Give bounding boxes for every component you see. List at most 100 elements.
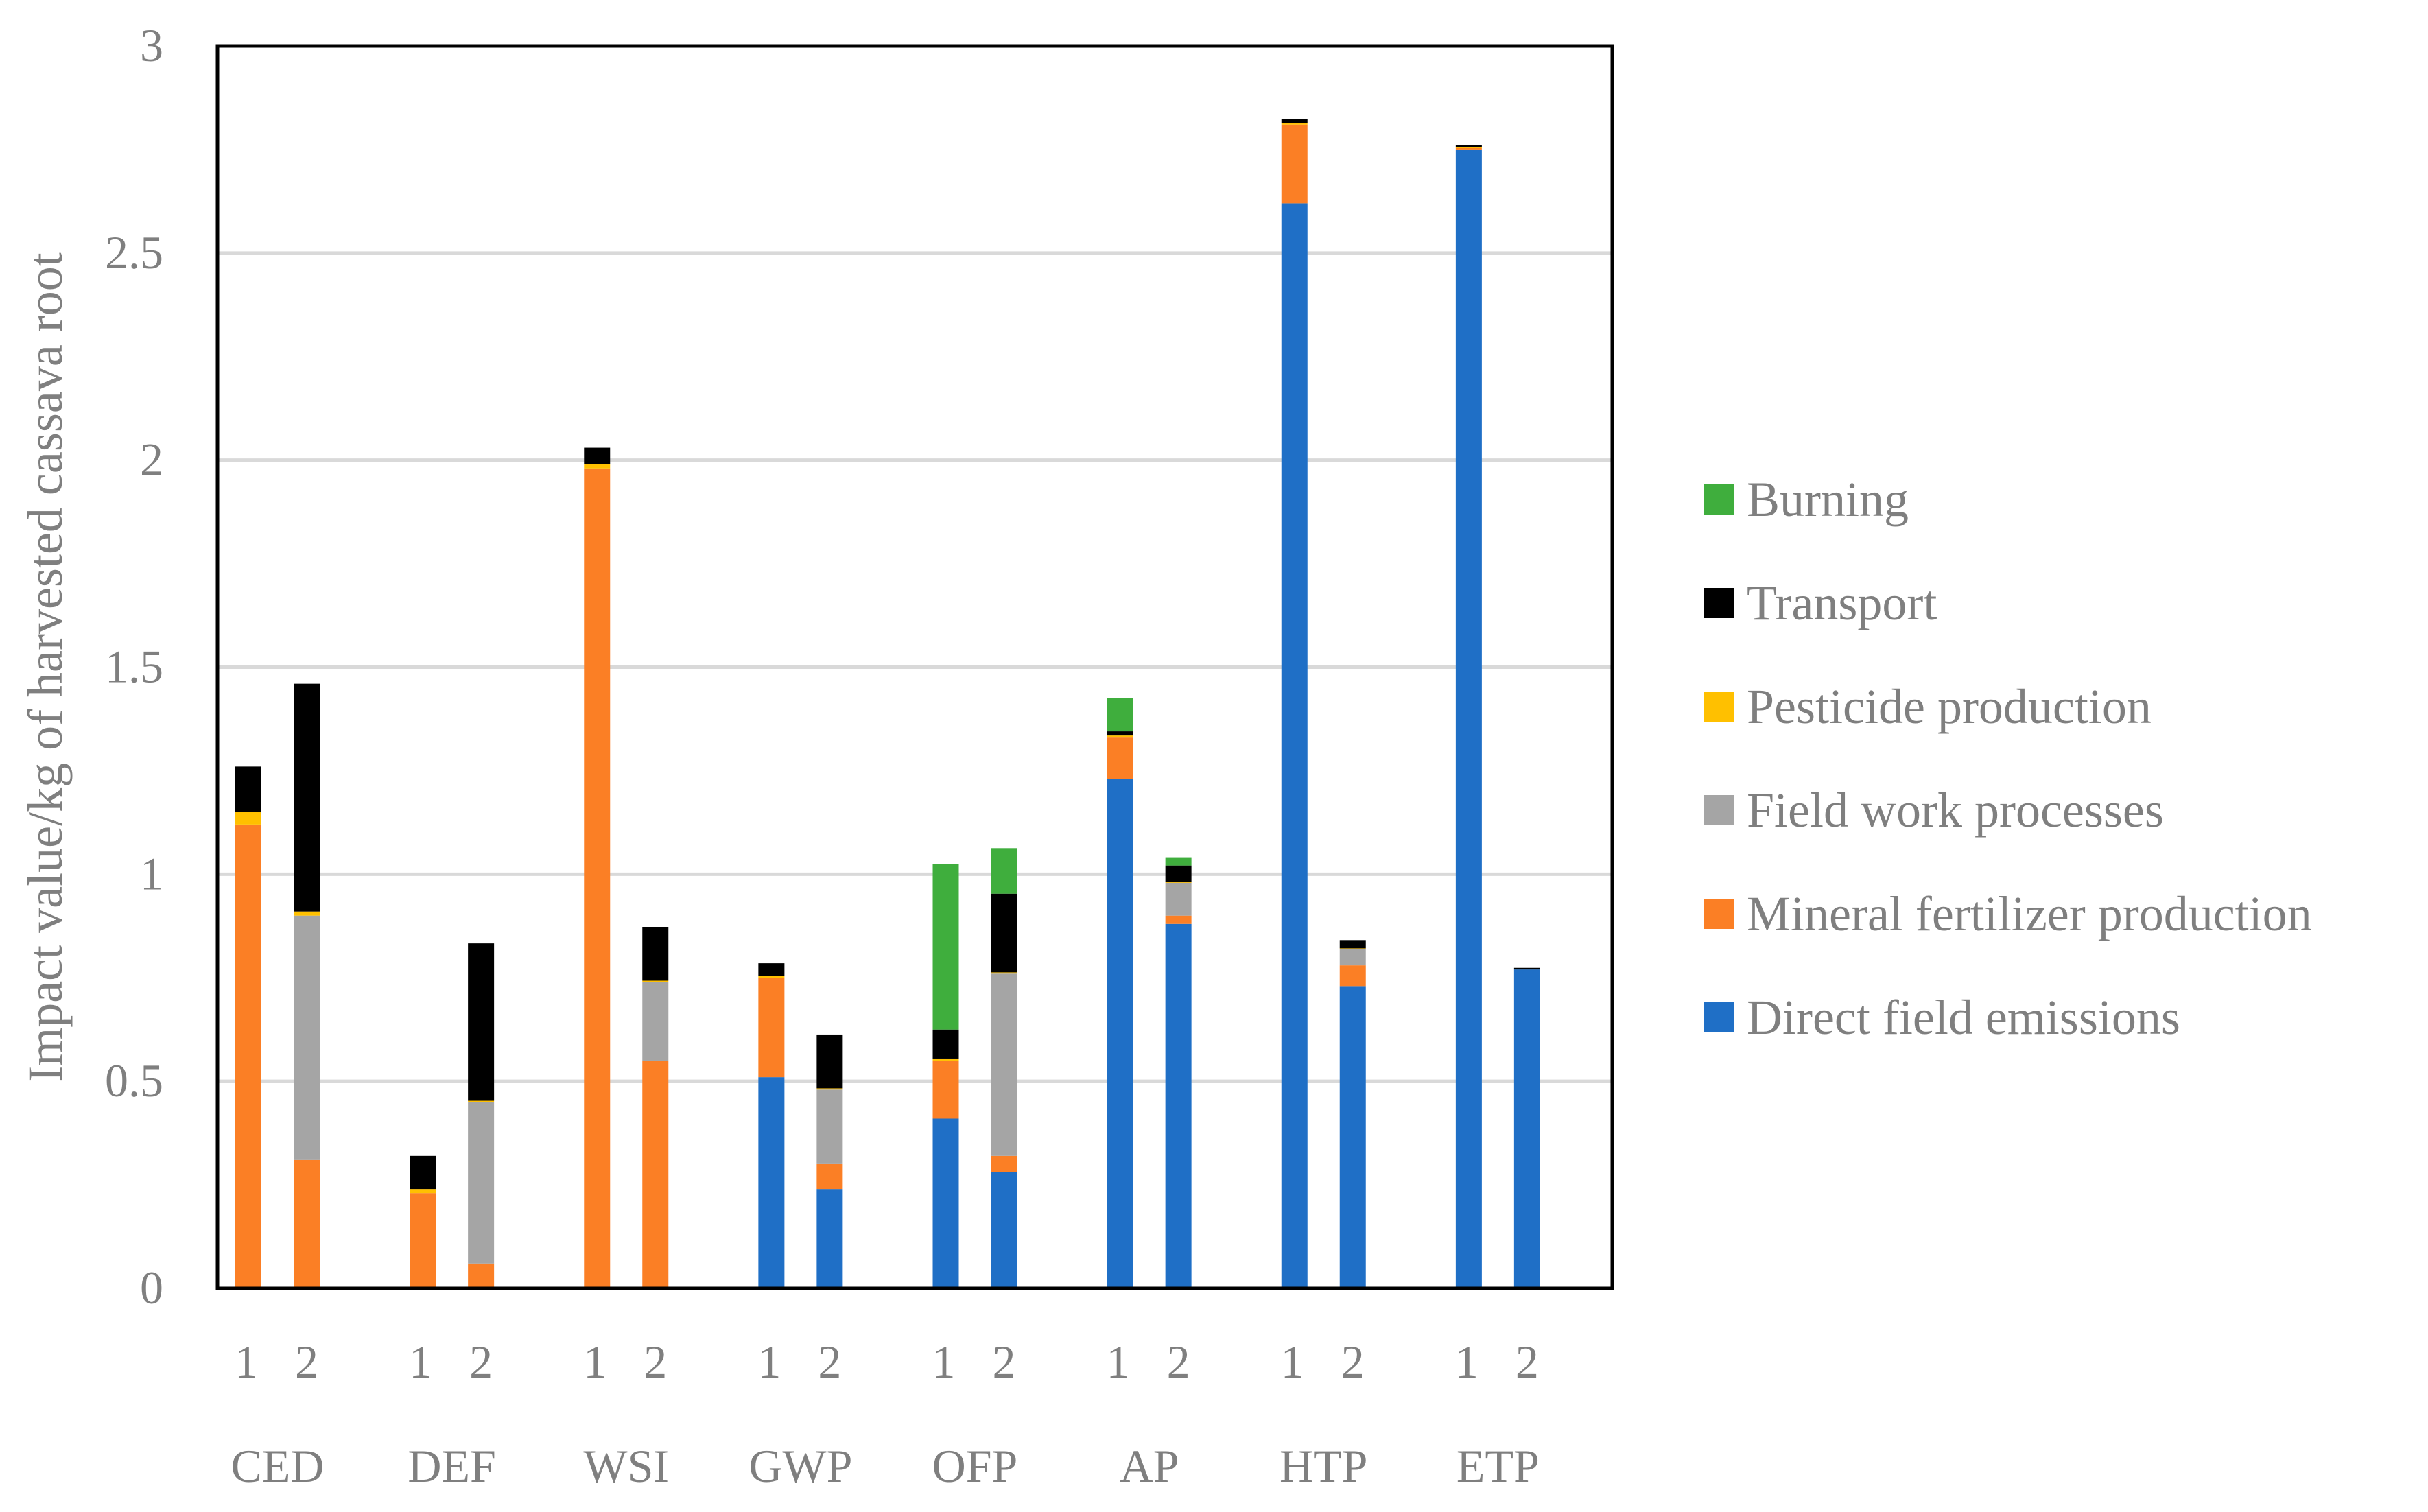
legend-label: Burning <box>1747 472 1909 527</box>
bar-segment-mineral-fertilizer-production <box>1107 737 1133 779</box>
bar-segment-mineral-fertilizer-production <box>1165 915 1192 924</box>
bar-segment-pesticide-production <box>235 812 261 825</box>
bar-segment-transport <box>816 1034 843 1089</box>
bar-segment-pesticide-production <box>1165 882 1192 883</box>
bar-segment-mineral-fertilizer-production <box>758 978 785 1078</box>
x-sub-label: 2 <box>1516 1336 1539 1388</box>
bar-segment-direct-field-emissions <box>816 1189 843 1288</box>
x-group-label: AP <box>1120 1440 1179 1492</box>
x-group-label: WSI <box>583 1440 669 1492</box>
bar-segment-direct-field-emissions <box>991 1172 1017 1288</box>
x-sub-label: 1 <box>1107 1336 1130 1388</box>
x-sub-label: 2 <box>644 1336 667 1388</box>
bar-segment-transport <box>1339 940 1366 949</box>
bar-segment-mineral-fertilizer-production <box>235 824 261 1288</box>
bar-segment-field-work-processes <box>468 1102 495 1264</box>
legend-swatch <box>1704 692 1734 722</box>
bars <box>235 119 1540 1289</box>
bar-segment-transport <box>991 893 1017 973</box>
legend-swatch <box>1704 795 1734 825</box>
bar-segment-mineral-fertilizer-production <box>410 1193 436 1288</box>
bar-segment-direct-field-emissions <box>758 1077 785 1288</box>
bar-segment-mineral-fertilizer-production <box>932 1060 959 1119</box>
x-group-label: DEF <box>408 1440 495 1492</box>
y-tick-label: 0.5 <box>105 1054 163 1107</box>
legend-label: Direct field emissions <box>1747 990 2180 1045</box>
bar-segment-transport <box>584 447 611 464</box>
bar-segment-mineral-fertilizer-production <box>816 1163 843 1190</box>
bar-segment-mineral-fertilizer-production <box>1281 124 1308 204</box>
bar-segment-pesticide-production <box>1281 123 1308 125</box>
y-tick-label: 0 <box>140 1262 163 1314</box>
bar-segment-direct-field-emissions <box>1165 923 1192 1288</box>
bar-segment-transport <box>1107 731 1133 736</box>
bar-segment-pesticide-production <box>294 911 320 916</box>
y-tick-label: 3 <box>140 19 163 71</box>
x-sub-label: 2 <box>1341 1336 1365 1388</box>
bar-segment-transport <box>1513 967 1540 970</box>
bar-segment-transport <box>758 963 785 976</box>
legend: Burning Transport Pesticide production Fiel… <box>1704 472 2312 1045</box>
bar-segment-transport <box>1281 119 1308 123</box>
x-sub-label: 1 <box>932 1336 956 1388</box>
x-sub-label: 2 <box>469 1336 493 1388</box>
x-group-label: HTP <box>1280 1440 1367 1492</box>
bar-segment-pesticide-production <box>816 1088 843 1090</box>
bar-segment-direct-field-emissions <box>1339 986 1366 1288</box>
legend-label: Pesticide production <box>1747 679 2152 734</box>
bar-segment-pesticide-production <box>1455 147 1482 148</box>
x-group-label: GWP <box>749 1440 852 1492</box>
legend-label: Transport <box>1747 576 1937 630</box>
x-sub-label: 2 <box>295 1336 318 1388</box>
bar-segment-mineral-fertilizer-production <box>584 468 611 1288</box>
bar-segment-pesticide-production <box>758 976 785 978</box>
plot-frame <box>215 44 1614 1290</box>
bar-segment-direct-field-emissions <box>1455 149 1482 1289</box>
bar-segment-pesticide-production <box>991 972 1017 974</box>
x-sub-label: 1 <box>1455 1336 1478 1388</box>
x-sub-label: 1 <box>409 1336 432 1388</box>
bar-segment-field-work-processes <box>816 1089 843 1164</box>
bar-segment-pesticide-production <box>642 980 669 982</box>
bar-segment-transport <box>642 926 669 981</box>
bar-segment-direct-field-emissions <box>1513 969 1540 1288</box>
bar-segment-transport <box>1165 865 1192 882</box>
x-sub-label: 1 <box>1281 1336 1304 1388</box>
bar-segment-transport <box>410 1155 436 1190</box>
bar-segment-transport <box>235 766 261 812</box>
x-sub-label: 2 <box>1167 1336 1190 1388</box>
bar-segment-burning <box>1107 698 1133 732</box>
bar-segment-mineral-fertilizer-production <box>294 1159 320 1288</box>
bar-segment-pesticide-production <box>468 1100 495 1102</box>
y-tick-label: 2 <box>140 434 163 486</box>
bar-segment-burning <box>932 864 959 1030</box>
legend-label: Field work processes <box>1747 783 2164 838</box>
bar-segment-direct-field-emissions <box>1107 779 1133 1288</box>
x-sub-label: 1 <box>583 1336 606 1388</box>
y-tick-label: 1.5 <box>105 641 163 693</box>
bar-segment-transport <box>1455 145 1482 147</box>
x-sub-label: 2 <box>818 1336 841 1388</box>
bar-segment-field-work-processes <box>294 915 320 1160</box>
bar-segment-direct-field-emissions <box>1281 203 1308 1289</box>
legend-swatch <box>1704 1002 1734 1032</box>
bar-segment-field-work-processes <box>991 973 1017 1156</box>
x-group-label: CED <box>231 1440 325 1492</box>
legend-swatch <box>1704 588 1734 618</box>
bar-segment-field-work-processes <box>1165 882 1192 916</box>
bar-segment-pesticide-production <box>1339 948 1366 949</box>
y-axis-label: Impact value/kg of harvested cassava roo… <box>18 252 73 1083</box>
bar-segment-mineral-fertilizer-production <box>468 1263 495 1288</box>
bar-segment-pesticide-production <box>932 1058 959 1061</box>
x-sub-label: 1 <box>235 1336 258 1388</box>
bar-segment-pesticide-production <box>410 1189 436 1194</box>
bar-segment-field-work-processes <box>642 982 669 1061</box>
x-sub-label: 2 <box>993 1336 1016 1388</box>
bar-segment-transport <box>468 943 495 1101</box>
legend-swatch <box>1704 484 1734 515</box>
y-tick-label: 2.5 <box>105 226 163 279</box>
y-axis-ticks: 0 0.5 1 1.5 2 2.5 3 <box>105 19 163 1314</box>
gridlines <box>217 251 1612 1083</box>
x-group-label: OFP <box>932 1440 1018 1492</box>
